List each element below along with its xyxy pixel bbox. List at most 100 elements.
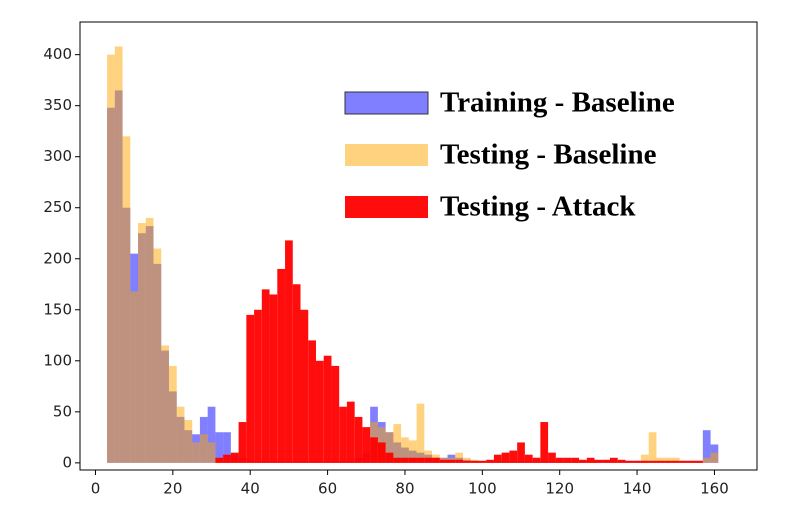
y-tick-label: 200 (43, 249, 72, 267)
bar (702, 457, 711, 463)
legend-label: Testing - Attack (440, 191, 636, 223)
bar (455, 459, 463, 463)
bar (695, 460, 703, 463)
bar (640, 454, 649, 463)
bar (315, 360, 324, 463)
bar (702, 430, 711, 463)
y-tick-label: 100 (43, 351, 72, 369)
bar (664, 460, 672, 463)
y-tick-label: 350 (43, 96, 72, 114)
legend-label: Training - Baseline (440, 87, 675, 119)
bar (671, 460, 680, 463)
bar (346, 401, 355, 463)
bar (223, 432, 231, 463)
bar (122, 136, 131, 463)
bar (277, 268, 286, 463)
x-tick-label: 100 (468, 480, 497, 498)
bar (269, 294, 278, 463)
bar (524, 454, 533, 463)
y-tick-label: 50 (53, 402, 72, 420)
x-tick-label: 60 (318, 480, 337, 498)
legend-swatch (345, 144, 428, 166)
bar (246, 314, 255, 463)
bar (517, 442, 525, 463)
bar (594, 459, 603, 463)
y-tick-label: 250 (43, 198, 72, 216)
bar (393, 457, 402, 463)
bar (362, 427, 371, 463)
bar (633, 460, 641, 463)
bar (401, 457, 409, 463)
bar (602, 459, 610, 463)
bar (509, 450, 518, 463)
x-tick-label: 20 (163, 480, 182, 498)
bar (323, 355, 332, 463)
bar (168, 365, 177, 463)
bar (292, 284, 301, 463)
y-tick-label: 400 (43, 45, 72, 63)
bar (114, 46, 123, 463)
bar (710, 452, 719, 463)
x-tick-label: 40 (241, 480, 260, 498)
bar (184, 419, 193, 463)
bar (571, 457, 580, 463)
bar (625, 460, 634, 463)
bar (385, 452, 394, 463)
bar (555, 457, 564, 463)
bar (230, 452, 239, 463)
bar (207, 442, 216, 463)
bar (308, 340, 316, 463)
bar (370, 437, 378, 463)
bar (671, 457, 680, 463)
legend-swatch (344, 91, 429, 115)
bar (486, 459, 494, 463)
x-tick-label: 80 (395, 480, 414, 498)
bar (493, 454, 502, 463)
x-tick-label: 0 (91, 480, 101, 498)
bar (300, 309, 309, 463)
bar (617, 459, 626, 463)
bar (331, 365, 340, 463)
x-tick-label: 120 (545, 480, 574, 498)
bar (548, 452, 556, 463)
bar (501, 452, 510, 463)
x-tick-label: 140 (623, 480, 652, 498)
bar (377, 442, 386, 463)
bar (354, 416, 363, 463)
bar (462, 457, 471, 463)
bar (261, 289, 270, 463)
bar (223, 454, 231, 463)
bar (640, 460, 649, 463)
bar (138, 223, 146, 463)
bar (215, 457, 224, 463)
bar (207, 406, 216, 463)
bar (408, 440, 417, 463)
bar (656, 460, 665, 463)
bar (161, 345, 169, 463)
bar (408, 457, 417, 463)
bar (679, 460, 688, 463)
bar (586, 457, 595, 463)
bar (579, 459, 587, 463)
legend-swatch (345, 196, 428, 218)
bar (609, 457, 618, 463)
y-tick-label: 150 (43, 300, 72, 318)
bar (424, 457, 433, 463)
bar (455, 452, 463, 463)
bar (393, 424, 402, 463)
bar (176, 406, 185, 463)
bar (199, 434, 208, 463)
bar (478, 460, 487, 463)
bar (664, 457, 672, 463)
bar (192, 442, 200, 463)
bar (215, 432, 224, 463)
plot-frame (79, 21, 758, 471)
bar (385, 432, 394, 463)
bar (254, 309, 262, 463)
bar (470, 460, 479, 463)
bar (145, 217, 154, 463)
bar (532, 457, 541, 463)
bar (540, 422, 549, 463)
bar (424, 450, 433, 463)
